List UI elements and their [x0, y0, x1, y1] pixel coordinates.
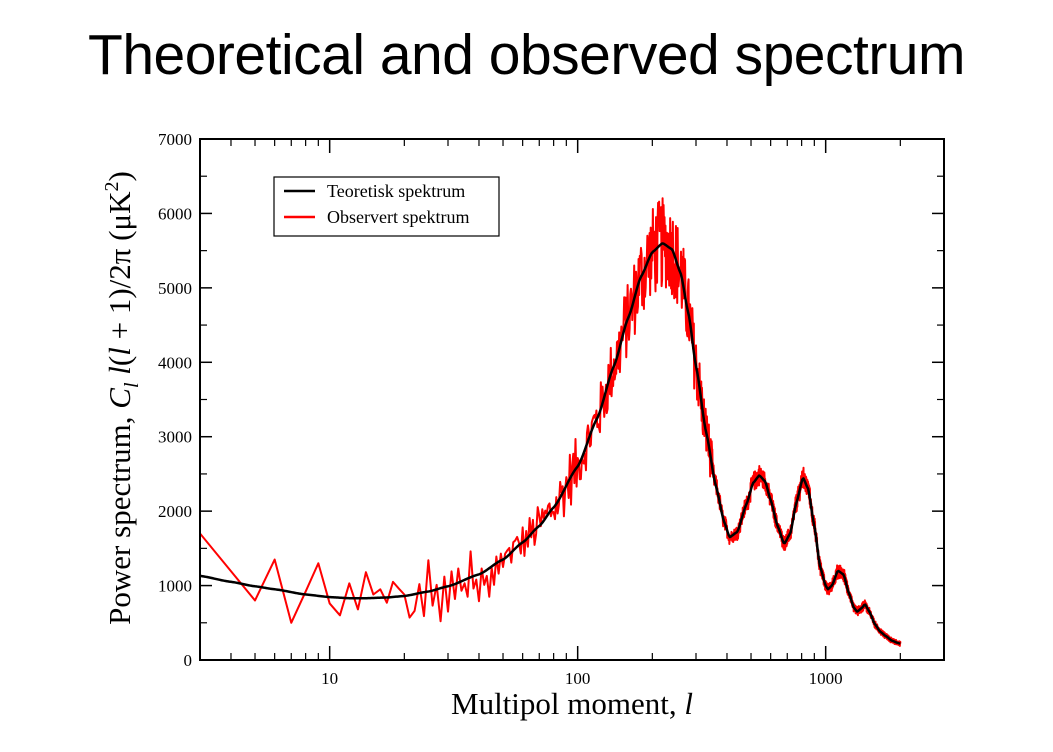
y-tick-label: 4000 [158, 353, 192, 372]
y-tick-label: 6000 [158, 204, 192, 223]
observed-spectrum-line [200, 197, 902, 647]
tick-labels-layer: 0 1000 2000 3000 4000 5000 6000 7000 10 100 1000 [158, 130, 843, 688]
x-axis-label-text: Multipol moment, [451, 686, 684, 721]
y-label-C: C [102, 388, 137, 409]
y-label-sup: 2 [101, 182, 123, 192]
x-tick-label: 10 [321, 669, 338, 688]
ticks-layer [199, 138, 945, 661]
y-tick-label: 2000 [158, 502, 192, 521]
y-tick-label: 1000 [158, 577, 192, 596]
x-tick-label: 100 [565, 669, 591, 688]
series-layer [200, 197, 902, 647]
y-tick-label: 7000 [158, 130, 192, 149]
y-tick-label: 0 [184, 651, 193, 670]
y-label-l2: l [102, 347, 137, 356]
y-tick-label: 3000 [158, 428, 192, 447]
x-axis-label-var: l [684, 686, 693, 721]
y-label-l: l [102, 366, 137, 375]
y-axis-label: Power spectrum, Cl l(l + 1)/2π (μK2) [101, 171, 143, 625]
legend-label-observed: Observert spektrum [327, 207, 469, 227]
y-label-rest: + 1)/2π (μK [102, 191, 137, 347]
legend: Teoretisk spektrum Observert spektrum [273, 176, 500, 237]
y-label-open: ( [102, 356, 137, 366]
legend-label-theory: Teoretisk spektrum [327, 181, 465, 201]
y-label-space [102, 375, 137, 383]
slide-title: Theoretical and observed spectrum [88, 23, 965, 87]
y-label-close: ) [102, 171, 137, 181]
y-label-sub-l: l [121, 382, 143, 388]
x-axis-label: Multipol moment, l [451, 686, 693, 721]
theoretical-spectrum-line [200, 242, 901, 645]
y-label-prefix: Power spectrum, [102, 409, 137, 625]
y-tick-label: 5000 [158, 279, 192, 298]
legend-box [273, 176, 500, 237]
x-tick-label: 1000 [809, 669, 843, 688]
